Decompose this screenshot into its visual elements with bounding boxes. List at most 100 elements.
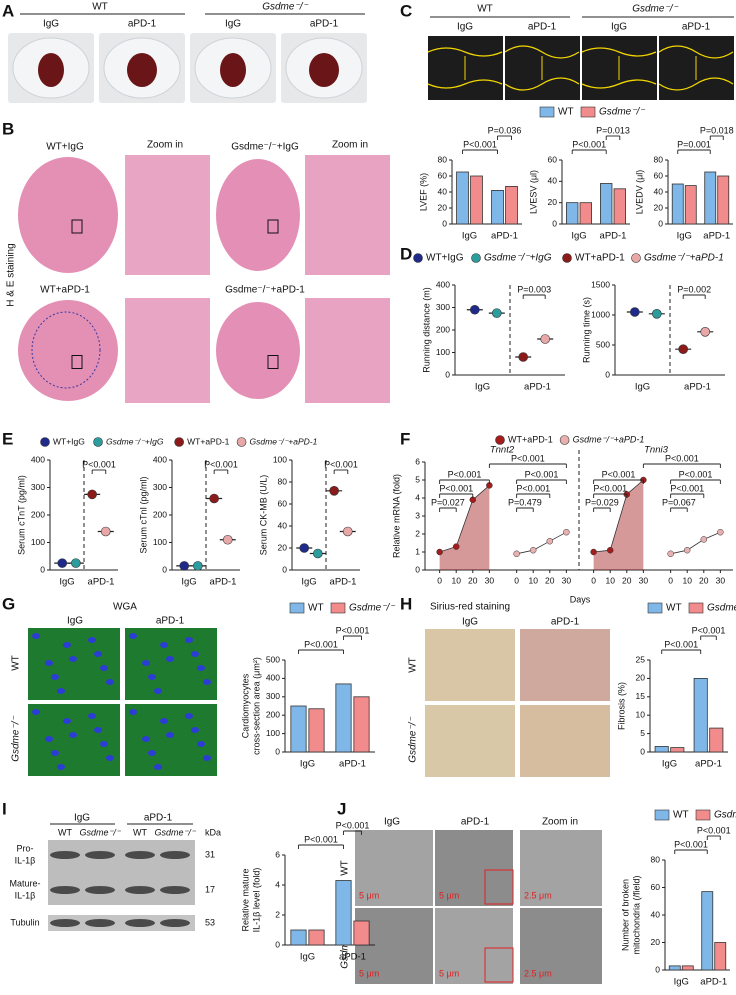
x-tick-label: IgG: [677, 231, 692, 242]
legend-swatch: [580, 106, 596, 118]
band-label: Mature-: [9, 878, 40, 888]
echo-wall: [427, 47, 503, 57]
y-axis-label: IL-1β level (fold): [251, 868, 261, 933]
x-tick-label: 10: [528, 575, 538, 585]
nucleus: [45, 660, 53, 666]
y-tick-label: 100: [436, 347, 450, 357]
line: [516, 531, 567, 555]
legend-label: Gsdme⁻/⁻+aPD-1: [644, 253, 724, 264]
y-tick-label: 2: [275, 909, 280, 919]
p-value: P<0.001: [204, 459, 238, 469]
legend-swatch: [236, 437, 247, 447]
dot: [179, 561, 190, 571]
point: [513, 550, 520, 558]
nucleus: [63, 718, 71, 724]
y-tick-label: 80: [278, 476, 288, 486]
zoom-box: [71, 355, 83, 369]
group-label: aPD-1: [144, 813, 173, 824]
y-tick-label: 20: [438, 202, 448, 212]
row-label: WT: [11, 655, 22, 671]
y-tick-label: 15: [636, 691, 646, 701]
panel-letter: E: [2, 429, 13, 448]
point: [606, 546, 614, 554]
nucleus: [94, 727, 102, 733]
echo-wall: [581, 47, 657, 57]
x-tick-label: IgG: [59, 577, 74, 588]
x-tick-label: aPD-1: [491, 231, 518, 242]
bar: [353, 696, 370, 753]
x-tick-label: IgG: [635, 382, 650, 393]
nucleus: [129, 633, 137, 639]
band-label: IL-1β: [15, 855, 36, 865]
heart: [220, 53, 246, 87]
legend-swatch: [539, 106, 555, 118]
lane-label: IgG: [457, 22, 473, 33]
lane-label: Gsdme⁻/⁻: [79, 827, 121, 837]
y-tick-label: 400: [266, 673, 280, 683]
y-tick-label: 300: [153, 482, 167, 492]
y-tick-label: 200: [436, 324, 450, 334]
nucleus: [154, 764, 162, 770]
caption: Gsdme⁻/⁻+aPD-1: [225, 285, 305, 296]
heart-section: [216, 302, 300, 399]
legend-swatch: [631, 253, 641, 263]
point: [700, 536, 708, 543]
dot: [329, 485, 339, 496]
point: [590, 548, 597, 556]
y-tick-label: 20: [651, 937, 661, 947]
blot-band: [50, 851, 80, 859]
tem-image: [435, 908, 513, 984]
lane-label: IgG: [225, 19, 241, 30]
zoom-box: [267, 219, 279, 234]
panel-letter: F: [400, 429, 410, 448]
legend-label: WT+aPD-1: [575, 253, 625, 264]
lane-label: IgG: [43, 19, 59, 30]
bar: [671, 183, 684, 225]
p-value: P=0.479: [508, 497, 542, 507]
legend-swatch: [688, 602, 704, 614]
legend-swatch: [495, 435, 505, 445]
p-value: P<0.001: [679, 469, 713, 479]
kda-label: 31: [205, 849, 215, 859]
dot: [518, 352, 529, 362]
dot: [100, 526, 111, 537]
p-value: P<0.001: [525, 469, 559, 479]
dot: [540, 334, 551, 344]
x-tick-label: IgG: [475, 382, 490, 393]
blot: [48, 915, 195, 931]
scale-bar-label: 5 μm: [359, 968, 379, 978]
point: [529, 546, 537, 554]
panel-letter: C: [400, 1, 412, 20]
point: [683, 546, 691, 554]
bar: [579, 202, 592, 225]
y-tick-label: 0: [605, 369, 610, 379]
blot-band: [125, 919, 155, 927]
y-tick-label: 0: [415, 564, 420, 574]
y-tick-label: 6: [415, 456, 420, 466]
p-value: P=0.001: [677, 139, 711, 149]
heart-section: [216, 159, 300, 271]
x-tick-label: aPD-1: [88, 577, 115, 588]
nucleus: [185, 637, 193, 643]
nucleus: [32, 633, 40, 639]
lane-label: aPD-1: [528, 22, 557, 33]
nucleus: [88, 637, 96, 643]
y-tick-label: 0: [658, 218, 663, 228]
y-tick-label: 5: [640, 728, 645, 738]
nucleus: [45, 736, 53, 742]
legend-label: Gsdme⁻/⁻: [349, 603, 395, 614]
point: [452, 543, 460, 550]
col-label: IgG: [384, 817, 400, 828]
bar: [704, 171, 717, 225]
dot: [700, 326, 711, 337]
y-axis-label: Serum cTnI (pg/ml): [138, 476, 148, 553]
bar: [353, 920, 370, 946]
zoom-photo: [125, 298, 210, 403]
panel-letter: J: [337, 799, 346, 818]
bar: [470, 175, 483, 225]
bar: [613, 188, 626, 225]
p-value: P<0.001: [593, 483, 627, 493]
y-axis-label: Number of broken: [620, 879, 630, 951]
legend-label: WT+IgG: [426, 253, 464, 264]
nucleus: [191, 651, 199, 657]
